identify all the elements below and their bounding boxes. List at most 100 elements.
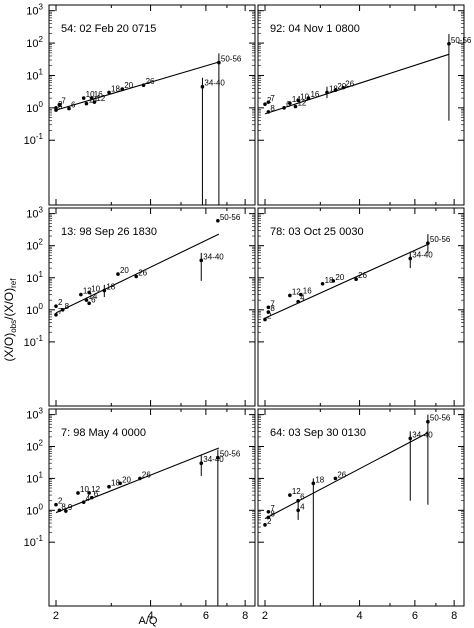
data-point [341, 85, 346, 90]
data-point [408, 256, 413, 261]
point-label: 7 [58, 307, 63, 316]
point-label: 14 [88, 292, 97, 301]
data-point [134, 274, 138, 279]
data-point [92, 100, 97, 104]
point-label: 26 [146, 77, 155, 86]
point-label: 34-40 [203, 252, 224, 261]
y-tick-label: 100 [26, 302, 43, 317]
point-label: 6 [71, 101, 76, 110]
point-label: 26 [345, 80, 354, 89]
point-label: 9 [68, 503, 73, 512]
data-point [107, 90, 111, 95]
point-label: 12 [91, 485, 100, 494]
data-point [216, 218, 220, 223]
fit-line [55, 233, 220, 314]
data-point [81, 96, 86, 100]
data-point [54, 502, 58, 507]
data-point [311, 481, 316, 486]
data-point [288, 493, 292, 497]
y-tick-label: 102 [26, 439, 43, 454]
data-point [138, 476, 142, 481]
data-point [120, 87, 125, 91]
data-point [87, 290, 91, 295]
y-tick-label: 100 [26, 100, 43, 115]
point-label: 34-40 [204, 79, 225, 88]
data-point [266, 310, 271, 314]
data-point [266, 515, 271, 520]
y-axis-label: (X/O)obs/(X/O)ref [2, 278, 18, 362]
data-point [118, 481, 122, 486]
point-label: 50-56 [451, 36, 472, 45]
x-tick-label: 6 [412, 610, 418, 622]
point-label: 18 [111, 84, 120, 93]
y-tick-label: 103 [26, 3, 43, 18]
point-label: 20 [120, 266, 129, 275]
point-label: 10 [80, 485, 89, 494]
data-point [325, 90, 329, 95]
data-point [79, 292, 83, 297]
panel-frame [257, 408, 465, 607]
data-point [447, 42, 451, 46]
data-point [89, 495, 94, 500]
fit-line [264, 243, 429, 319]
point-label: 2 [58, 497, 63, 506]
point-label: 16 [94, 90, 103, 99]
y-tick-label: 102 [26, 35, 43, 50]
point-label: 26 [142, 470, 151, 479]
y-tick-label: 101 [26, 67, 43, 82]
data-point [81, 500, 86, 504]
point-label: 12 [83, 287, 92, 296]
point-label: 26 [358, 271, 367, 280]
data-point [89, 96, 94, 100]
point-label: 7 [270, 299, 275, 308]
y-tick-label: 102 [26, 238, 43, 253]
data-point [54, 304, 58, 308]
data-point [354, 277, 358, 282]
point-label: 10 [91, 284, 100, 293]
data-point [333, 88, 338, 93]
data-point [266, 110, 271, 114]
point-label: 2 [267, 517, 272, 526]
data-point [76, 491, 80, 495]
point-label: 34-40 [412, 250, 433, 259]
x-tick-label: 4 [357, 610, 363, 622]
x-axis-label-left: A/Q [139, 615, 158, 627]
data-point [306, 96, 311, 100]
panel-title: 13: 98 Sep 26 1830 [61, 226, 157, 238]
panel-frame [48, 207, 256, 407]
point-label: 12 [292, 287, 301, 296]
data-point [266, 509, 271, 514]
point-label: 16 [303, 287, 312, 296]
point-label: 18 [106, 283, 115, 292]
data-point [57, 508, 62, 513]
y-tick-label: 101 [26, 470, 43, 485]
data-point [54, 312, 58, 317]
y-tick-label: 103 [26, 407, 43, 422]
data-point [298, 292, 303, 297]
data-point [84, 101, 89, 106]
point-label: 6 [94, 490, 99, 499]
panel-title: 64: 03 Sep 30 0130 [270, 427, 366, 439]
chart-panel-4: 78: 03 Oct 25 0030 782 12 164 18 20 26 34-40 50-… [257, 207, 465, 407]
point-label: 18 [329, 84, 338, 93]
point-label: 12 [297, 99, 306, 108]
panel-frame [257, 207, 465, 407]
point-label: 8 [65, 302, 70, 311]
y-tick-label: 10-1 [24, 132, 44, 147]
data-point [288, 293, 292, 298]
data-point [293, 104, 298, 109]
fit-line [264, 432, 429, 520]
data-point [296, 299, 300, 304]
data-point [426, 419, 430, 424]
panel-title: 7: 98 May 4 0000 [61, 427, 146, 439]
point-label: 50-56 [220, 213, 241, 222]
y-tick-label: 100 [26, 502, 43, 517]
point-label: 4 [300, 502, 305, 511]
point-label: 20 [122, 475, 131, 484]
data-point [57, 102, 62, 107]
data-point [60, 308, 65, 312]
panel-title: 78: 03 Oct 25 0030 [270, 226, 364, 238]
